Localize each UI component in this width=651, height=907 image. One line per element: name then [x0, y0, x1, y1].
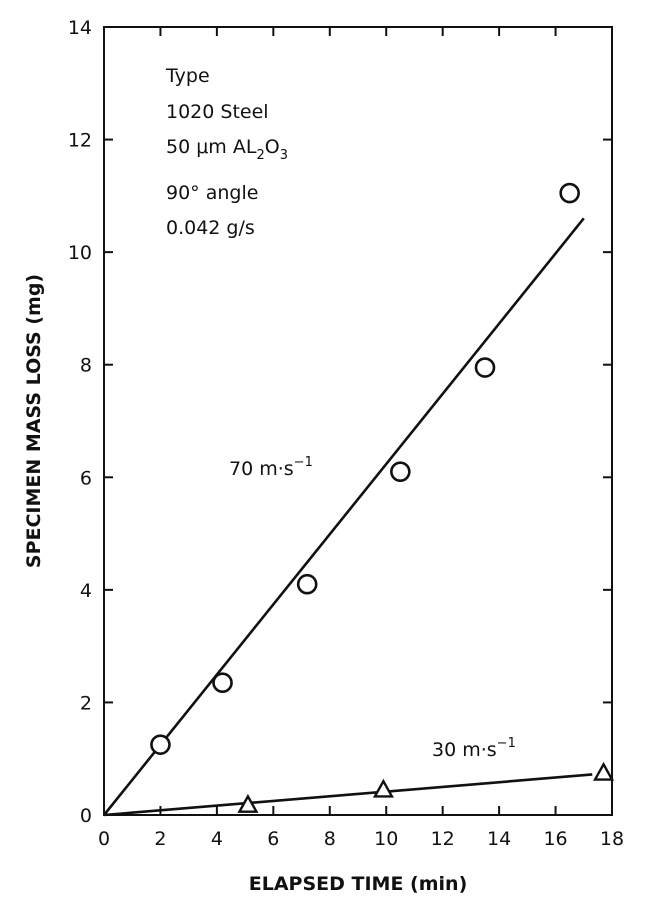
x-tick-labels: 0 2 4 6 8 10 12 14 16 18 [98, 828, 624, 850]
triangle-point [237, 793, 259, 813]
x-tick-label: 12 [431, 828, 455, 850]
circle-point [296, 573, 318, 595]
y-tick-label: 10 [68, 242, 92, 264]
annotation-abrasive: 50 μm AL2O3 [166, 136, 288, 163]
circle-point [390, 461, 411, 482]
fit-lines [102, 217, 593, 817]
annotation-type: Type [165, 65, 210, 87]
circle-point [212, 672, 233, 694]
series-label-30: 30 m·s−1 [432, 736, 516, 761]
x-tick-label: 4 [211, 828, 223, 850]
triangle-point [592, 761, 615, 781]
circle-point [559, 182, 580, 204]
y-tick-label: 12 [68, 130, 92, 152]
x-tick-label: 8 [324, 828, 336, 850]
series-label-70: 70 m·s−1 [229, 455, 313, 480]
y-tick-label: 0 [80, 805, 92, 827]
y-tick-label: 8 [80, 355, 92, 377]
y-tick-label: 4 [80, 580, 92, 602]
axis-ticks [103, 26, 613, 816]
x-tick-label: 6 [267, 828, 279, 850]
y-tick-label: 14 [68, 17, 92, 39]
annotation-material: 1020 Steel [166, 101, 269, 123]
y-tick-labels: 0 2 4 6 8 10 12 14 [68, 17, 92, 827]
triangle-point [372, 778, 394, 798]
x-tick-label: 18 [600, 828, 624, 850]
y-tick-label: 6 [80, 467, 92, 489]
annotation-flowrate: 0.042 g/s [166, 217, 255, 239]
data-markers [150, 182, 615, 813]
plot-frame [103, 26, 613, 816]
circle-point [474, 357, 496, 378]
x-tick-label: 16 [543, 828, 567, 850]
x-tick-label: 10 [374, 828, 398, 850]
y-axis-title: SPECIMEN MASS LOSS (mg) [23, 274, 45, 568]
x-tick-label: 2 [154, 828, 166, 850]
x-tick-label: 0 [98, 828, 110, 850]
x-axis-title: ELAPSED TIME (min) [249, 873, 468, 895]
fit-line-series-1 [103, 773, 593, 817]
annotation-angle: 90° angle [166, 182, 258, 204]
circle-point [150, 734, 171, 755]
x-tick-label: 14 [487, 828, 511, 850]
y-tick-label: 2 [80, 692, 92, 714]
fit-line-series-0 [102, 217, 585, 816]
